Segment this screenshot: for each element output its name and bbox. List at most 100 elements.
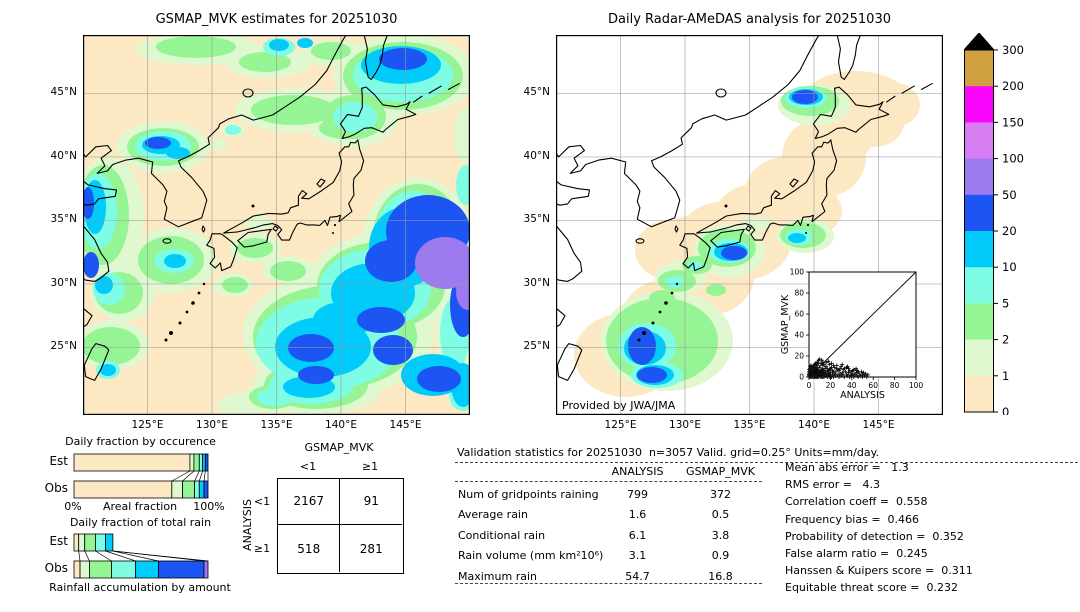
occurrence-est-label: Est — [49, 454, 68, 468]
rain-blob-l2 — [239, 52, 291, 72]
inset-y-tick-label: 20 — [794, 352, 804, 361]
inset-x-tick-label: 0 — [807, 381, 812, 390]
connector-line — [95, 550, 112, 562]
connector-line — [171, 470, 191, 482]
small-island — [169, 331, 173, 335]
coastline — [696, 139, 838, 241]
totalrain-chart-title: Daily fraction of total rain — [69, 516, 212, 529]
connector-line — [182, 470, 195, 482]
dashed-separator-bottom — [455, 583, 762, 584]
bar-segment — [158, 560, 205, 579]
bar-segment — [89, 560, 112, 579]
rain-blob-l10 — [100, 364, 116, 376]
rain-blob-l20 — [637, 367, 667, 383]
validation-row-label: Conditional rain — [458, 528, 546, 542]
totalrain-est-label: Est — [49, 534, 68, 548]
validation-row-label: Average rain — [458, 508, 528, 522]
validation-gsmap-value: 372 — [710, 488, 731, 501]
bar-segment — [73, 560, 81, 579]
occurrence-axis-100: 100% — [193, 500, 225, 513]
colorbar-tick-label: 1 — [1002, 369, 1009, 383]
coastline — [745, 225, 752, 232]
colorbar-segment — [964, 50, 994, 87]
rain-blob-l2 — [638, 307, 660, 321]
colorbar-tick-label: 20 — [1002, 224, 1017, 238]
rain-blob-l10 — [788, 233, 806, 243]
contingency-col-label-ge1: ≥1 — [361, 460, 379, 473]
coastline — [223, 139, 365, 241]
right-map-title: Daily Radar-AMeDAS analysis for 20251030 — [608, 12, 891, 27]
bar-segment — [171, 480, 183, 499]
left-map-y-tick-label: 30°N — [50, 276, 77, 289]
connector-line — [112, 550, 159, 562]
rain-blob-l10 — [297, 38, 313, 48]
bar-segment — [204, 453, 209, 472]
left-map-x-tick-label: 125°E — [131, 419, 164, 431]
inset-scatter-plot: 00 20 20 40 40 60 60 80 80 100 100 ANALYSIS GSMAP_MV… — [780, 268, 923, 401]
inset-identity-line — [808, 271, 917, 378]
small-island — [332, 232, 334, 234]
coastline — [556, 144, 612, 174]
small-island — [637, 338, 641, 342]
rain-blob-l20 — [83, 187, 94, 219]
rain-blob-l1 — [208, 139, 228, 151]
bar-segment — [73, 533, 80, 552]
coastline — [83, 144, 139, 174]
rain-blob-l5 — [257, 388, 293, 406]
coastline — [138, 35, 347, 228]
coastline — [836, 35, 861, 81]
colorbar-tick-label: 300 — [1002, 43, 1024, 57]
coastline — [237, 228, 272, 248]
validation-row-label: Num of gridpoints raining — [458, 488, 599, 501]
small-island — [642, 331, 646, 335]
colorbar-segment — [964, 158, 994, 196]
rain-blob-l2 — [270, 261, 306, 281]
rain-blob-l20 — [628, 327, 656, 365]
score-line: Mean abs error = 1.3 — [785, 461, 909, 474]
coastline — [83, 180, 118, 206]
small-island — [197, 291, 201, 295]
coastline — [885, 82, 933, 103]
inset-x-tick-label: 60 — [868, 381, 878, 390]
validation-analysis-value: 54.7 — [625, 569, 650, 583]
bar-segment — [111, 560, 137, 579]
rain-blob-l20 — [83, 252, 99, 278]
occurrence-stacked-bars — [73, 453, 209, 499]
left-map-x-tick-label: 130°E — [196, 419, 228, 431]
bar-segment — [202, 453, 206, 472]
bar-segment — [135, 560, 159, 579]
coastline — [556, 343, 583, 381]
score-line: Frequency bias = 0.466 — [785, 512, 920, 526]
coastline — [201, 225, 206, 233]
right-map-y-tick-label: 45°N — [523, 86, 550, 99]
bar-segment — [84, 533, 96, 552]
contingency-cell: 281 — [359, 541, 383, 556]
validation-gsmap-value: 16.8 — [708, 569, 733, 583]
validation-header: Validation statistics for 20251030 n=305… — [457, 446, 880, 459]
rain-blob-l20 — [288, 334, 334, 362]
inset-x-tick-label: 100 — [909, 381, 924, 390]
rain-blob-l5 — [333, 102, 377, 132]
inset-y-tick-label: 100 — [790, 268, 805, 277]
coastline — [789, 178, 799, 188]
rain-blob-l2 — [83, 327, 140, 365]
bar-segment — [203, 560, 209, 579]
validation-analysis-value: 799 — [627, 488, 648, 501]
right-map-x-tick-label: 135°E — [733, 419, 766, 431]
bar-segment — [73, 480, 173, 499]
validation-col-analysis: ANALYSIS — [611, 465, 664, 478]
colorbar-segment — [964, 375, 994, 413]
connector-line — [203, 470, 206, 482]
rain-blob-l2 — [649, 290, 675, 306]
bar-segment — [78, 533, 86, 552]
contingency-row-axis: ANALYSIS — [241, 499, 254, 551]
right-map-y-tick-label: 35°N — [523, 213, 550, 226]
right-map-x-tick-label: 145°E — [862, 419, 895, 431]
dashed-separator-header — [455, 481, 762, 482]
left-map-x-tick-label: 135°E — [260, 419, 293, 431]
rain-blob-l10 — [313, 302, 373, 338]
left-map-y-tick-label: 25°N — [50, 340, 77, 353]
small-island — [805, 232, 807, 234]
coastline — [556, 180, 591, 206]
